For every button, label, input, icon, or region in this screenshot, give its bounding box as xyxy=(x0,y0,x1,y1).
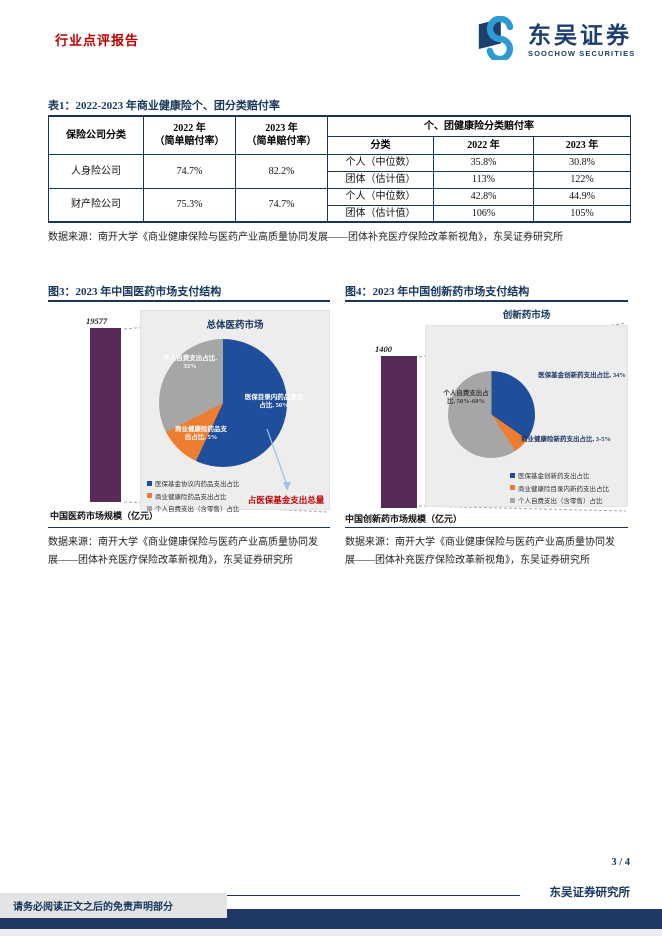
orange-swatch-icon xyxy=(147,493,152,498)
claims-ratio-table: 保险公司分类 2022 年（简单赔付率） 2023 年（简单赔付率） 个、团健康… xyxy=(48,115,632,223)
table1-source: 数据来源：南开大学《商业健康保险与医药产业高质量协同发展——团体补充医疗保险改革… xyxy=(48,232,563,243)
fig3-legend: 医保基金协议内药品支出占比 商业健康险药品支出占比 个人自费支出（含零售）占比 xyxy=(147,478,240,516)
cell-value: 44.9% xyxy=(532,187,632,206)
cell-value: 122% xyxy=(532,170,632,189)
fig4-source: 数据来源：南开大学《商业健康保险与医药产业高质量协同发展——团体补充医疗保险改革… xyxy=(345,537,615,566)
fig3-bottom-rule xyxy=(48,527,330,528)
fig4-chart: 1400 中国创新药市场规模（亿元） 创新药市场 个人自费支出占比, 50%-6… xyxy=(345,305,628,527)
blue-swatch-icon xyxy=(510,472,515,478)
fig3-annotation: 占医保基金支出总量 xyxy=(247,495,325,505)
soochow-logo-icon xyxy=(477,15,521,65)
table1-title: 表1：2022-2023 年商业健康险个、团分类赔付率 xyxy=(48,100,280,112)
footer-rule xyxy=(180,895,520,896)
cell-value: 106% xyxy=(433,204,534,223)
gray-swatch-icon xyxy=(510,497,515,503)
brand-name-en: SOOCHOW SECURITIES xyxy=(528,48,636,58)
th-sub-class: 分类 xyxy=(327,135,434,155)
cell-value: 30.8% xyxy=(532,153,632,172)
fig4-bar-value: 1400 xyxy=(375,344,392,354)
fig3-pie xyxy=(159,339,287,467)
fig3-label-commercial: 商业健康险药品支出占比, 5% xyxy=(175,426,227,442)
fig3-pie-title: 总体医药市场 xyxy=(206,321,264,331)
brand-name-cn: 东吴证券 xyxy=(528,22,632,48)
cell-value: 35.8% xyxy=(433,153,534,172)
fig3-bar xyxy=(90,328,121,502)
fig4-title: 图4：2023 年中国创新药市场支付结构 xyxy=(345,286,530,298)
fig3-pie-panel: 总体医药市场 个人自费支出占比, 33% 医保目录内药品支出占比, 50% 商业… xyxy=(140,310,330,513)
fig4-title-rule xyxy=(345,300,628,302)
legend-item: 商业健康险目录内新药支出占比 xyxy=(510,483,609,493)
cell-life-2023: 82.2% xyxy=(235,153,328,189)
fig3-title: 图3：2023 年中国医药市场支付结构 xyxy=(48,286,222,298)
report-type-label: 行业点评报告 xyxy=(55,33,140,48)
page-bottom-strip xyxy=(0,929,662,936)
table-row: 团体（估计值） 113% 122% xyxy=(49,170,632,189)
th-2023: 2023 年（简单赔付率） xyxy=(235,115,328,155)
table-row: 财产险公司 75.3% 74.7% 个人（中位数） 42.8% 44.9% xyxy=(48,187,632,223)
blue-swatch-icon xyxy=(147,480,152,486)
fig3-label-medicare: 医保目录内药品支出占比, 50% xyxy=(244,394,304,410)
fig4-pie xyxy=(448,371,535,458)
fig3-bar-value: 19577 xyxy=(86,316,108,326)
fig4-bottom-rule xyxy=(345,527,628,528)
gray-swatch-icon xyxy=(147,505,152,511)
cell-property-2022: 75.3% xyxy=(143,187,236,223)
fig4-pie-panel: 个人自费支出占比, 50%-60% 医保基金创新药支出占比, 34% 商业健康险… xyxy=(425,325,628,507)
fig3-chart: 19577 中国医药市场规模（亿元） 总体医药市场 个人自费支出占比, 33% … xyxy=(48,305,330,527)
th-2022: 2022 年（简单赔付率） xyxy=(143,115,236,155)
fig4-bar-label: 中国创新药市场规模（亿元） xyxy=(345,514,463,524)
legend-item: 医保基金创新药支出占比 xyxy=(510,470,609,480)
soochow-logo: 东吴证券 SOOCHOW SECURITIES xyxy=(477,15,636,65)
cell-company-life: 人身险公司 xyxy=(48,153,144,189)
fig4-label-medicare: 医保基金创新药支出占比, 34% xyxy=(538,372,626,379)
cell-life-2022: 74.7% xyxy=(143,153,236,189)
legend-item: 商业健康险药品支出占比 xyxy=(147,491,240,501)
th-group: 个、团健康险分类赔付率 xyxy=(326,115,632,137)
fig4-pie-title: 创新药市场 xyxy=(502,311,551,321)
fig4-label-personal: 个人自费支出占比, 50%-60% xyxy=(443,390,489,406)
cell-value: 105% xyxy=(532,204,632,223)
cell-value: 42.8% xyxy=(433,187,534,206)
cell-class: 个人（中位数） xyxy=(327,187,434,206)
fig3-source: 数据来源：南开大学《商业健康保险与医药产业高质量协同发展——团体补充医疗保险改革… xyxy=(48,537,318,566)
fig3-title-rule xyxy=(48,300,330,302)
fig4-bar xyxy=(381,356,417,508)
fig3-label-personal: 个人自费支出占比, 33% xyxy=(163,355,217,371)
cell-class: 团体（估计值） xyxy=(327,204,434,223)
cell-value: 113% xyxy=(433,170,534,189)
legend-item: 个人自费支出（含零售）占比 xyxy=(147,503,240,513)
fig4-label-commercial: 商业健康险新药支出占比, 3-5% xyxy=(521,436,611,443)
cell-class: 团体（估计值） xyxy=(327,170,434,189)
disclaimer-banner: 请务必阅读正文之后的免责声明部分 xyxy=(0,893,227,918)
legend-item: 医保基金协议内药品支出占比 xyxy=(147,478,240,488)
fig3-bar-label: 中国医药市场规模（亿元） xyxy=(50,511,159,521)
table-row: 团体（估计值） 106% 105% xyxy=(49,204,632,223)
legend-item: 个人自费支出（含零售）占比 xyxy=(510,495,609,505)
footer-org-label: 东吴证券研究所 xyxy=(549,887,631,899)
table-row: 人身险公司 74.7% 82.2% 个人（中位数） 35.8% 30.8% xyxy=(48,153,632,189)
fig4-legend: 医保基金创新药支出占比 商业健康险目录内新药支出占比 个人自费支出（含零售）占比 xyxy=(510,470,609,508)
orange-swatch-icon xyxy=(510,485,515,490)
cell-property-2023: 74.7% xyxy=(235,187,328,223)
cell-company-property: 财产险公司 xyxy=(48,187,144,223)
th-sub-2023: 2023 年 xyxy=(532,135,632,155)
page-number: 3 / 4 xyxy=(611,857,630,868)
th-sub-2022: 2022 年 xyxy=(433,135,534,155)
th-company: 保险公司分类 xyxy=(48,115,144,155)
cell-class: 个人（中位数） xyxy=(327,153,434,172)
